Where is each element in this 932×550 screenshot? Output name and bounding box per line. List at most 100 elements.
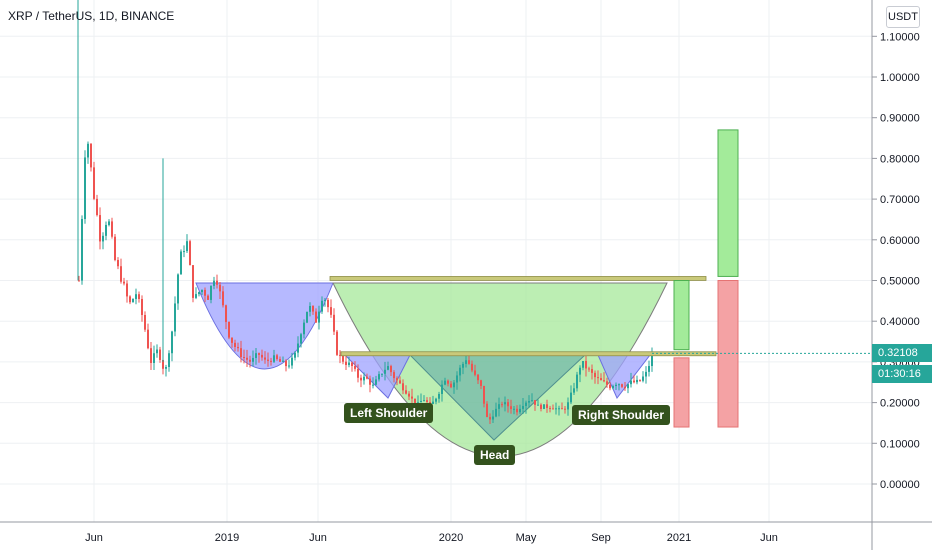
- candle-body: [615, 384, 617, 387]
- candle-body: [129, 296, 131, 303]
- candle-body: [240, 348, 242, 357]
- candle-body: [564, 408, 566, 410]
- candle-body: [144, 314, 146, 330]
- price-tick-label: 0.90000: [880, 113, 920, 125]
- candle-body: [123, 281, 125, 284]
- candle-body: [303, 322, 305, 335]
- candle-body: [108, 221, 110, 225]
- candle-body: [141, 298, 143, 315]
- candle-body: [519, 408, 521, 413]
- candle-body: [192, 265, 194, 298]
- candle-body: [639, 379, 641, 381]
- candle-body: [225, 305, 227, 322]
- candle-body: [471, 363, 473, 371]
- candle-body: [306, 311, 308, 323]
- time-tick-label: 2020: [439, 532, 463, 544]
- candle-body: [222, 291, 224, 306]
- candle-body: [99, 215, 101, 242]
- candle-body: [285, 360, 287, 367]
- candle-body: [237, 346, 239, 349]
- candle-body: [456, 375, 458, 383]
- candle-body: [150, 348, 152, 363]
- price-tick-label: 0.70000: [880, 194, 920, 206]
- candle-body: [348, 362, 350, 365]
- candle-body: [459, 367, 461, 376]
- candle-body: [165, 367, 167, 369]
- candle-body: [408, 393, 410, 397]
- candle-body: [231, 337, 233, 343]
- candle-body: [624, 386, 626, 389]
- candle-body: [252, 357, 254, 362]
- candle-body: [558, 408, 560, 410]
- candle-body: [432, 401, 434, 404]
- time-tick-label: Jun: [760, 532, 778, 544]
- candle-body: [390, 366, 392, 373]
- candle-body: [591, 369, 593, 373]
- candle-body: [369, 378, 371, 385]
- price-tick-label: 1.00000: [880, 72, 920, 84]
- candle-body: [444, 380, 446, 385]
- candle-body: [576, 374, 578, 389]
- candle-body: [465, 360, 467, 364]
- candle-body: [102, 235, 104, 242]
- candle-body: [480, 380, 482, 386]
- candle-body: [522, 405, 524, 409]
- candle-body: [381, 373, 383, 375]
- candle-body: [321, 300, 323, 312]
- candle-body: [642, 376, 644, 381]
- candle-body: [528, 400, 530, 403]
- currency-badge[interactable]: USDT: [886, 6, 920, 28]
- candle-body: [651, 354, 653, 367]
- time-tick-label: 2019: [215, 532, 239, 544]
- candle-body: [78, 280, 80, 282]
- last-price-tag: 0.32108: [872, 344, 932, 362]
- candle-body: [210, 285, 212, 300]
- candle-body: [351, 362, 353, 367]
- candle-body: [525, 402, 527, 406]
- candle-body: [339, 354, 341, 356]
- candle-body: [531, 400, 533, 402]
- candle-body: [474, 370, 476, 375]
- candle-body: [375, 379, 377, 385]
- candle-body: [405, 390, 407, 394]
- candle-body: [126, 283, 128, 297]
- candle-body: [372, 384, 374, 386]
- candle-body: [426, 400, 428, 402]
- head-label: Head: [474, 445, 516, 465]
- candle-body: [567, 402, 569, 410]
- neckline-lower: [340, 351, 717, 357]
- candle-body: [645, 371, 647, 377]
- candle-body: [105, 224, 107, 236]
- candle-body: [396, 378, 398, 381]
- candle-body: [387, 366, 389, 370]
- candle-body: [597, 377, 599, 379]
- candle-body: [534, 400, 536, 405]
- candle-body: [585, 360, 587, 369]
- candle-body: [612, 386, 614, 389]
- candle-body: [159, 349, 161, 360]
- symbol-title[interactable]: XRP / TetherUS, 1D, BINANCE: [8, 9, 175, 23]
- candle-body: [93, 167, 95, 199]
- candle-body: [180, 251, 182, 275]
- candle-body: [327, 299, 329, 308]
- candle-body: [402, 383, 404, 391]
- price-tick-label: 0.10000: [880, 438, 920, 450]
- candle-body: [345, 361, 347, 365]
- target-green-box: [673, 280, 690, 351]
- candle-body: [453, 382, 455, 388]
- candle-body: [366, 376, 368, 379]
- candle-body: [606, 381, 608, 385]
- candle-body: [297, 343, 299, 353]
- candle-body: [243, 356, 245, 358]
- candle-body: [324, 299, 326, 301]
- candle-body: [447, 380, 449, 384]
- candle-body: [357, 368, 359, 378]
- candle-body: [168, 353, 170, 368]
- candle-body: [171, 331, 173, 354]
- candle-body: [483, 385, 485, 404]
- price-tick-label: 1.10000: [880, 31, 920, 43]
- candle-body: [270, 360, 272, 362]
- candle-body: [429, 401, 431, 404]
- candle-body: [87, 143, 89, 158]
